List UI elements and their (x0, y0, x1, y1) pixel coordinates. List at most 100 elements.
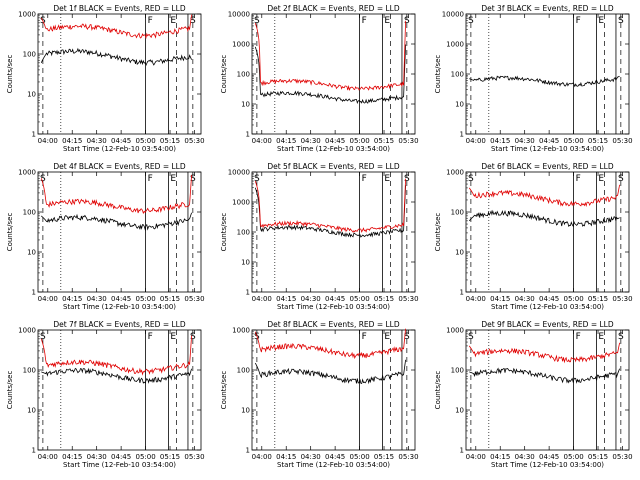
x-tick-label: 05:30 (612, 137, 632, 145)
chart-panel-2: Det 2f BLACK = Events, RED = LLD 1 10 100 10… (220, 4, 419, 153)
x-tick-label: 04:00 (38, 453, 58, 461)
y-tick-label: 10 (27, 249, 36, 257)
marker-label-S-start: S (468, 332, 474, 342)
plot-frame (465, 171, 630, 293)
plot-frame (37, 13, 202, 135)
y-tick-label: 1 (460, 447, 464, 455)
marker-label-F: F (362, 16, 367, 26)
series-line-events (41, 367, 192, 384)
series-line-events (469, 367, 620, 384)
x-tick-label: 04:00 (252, 137, 272, 145)
series-line-events (254, 359, 406, 385)
chart-panel-8: Det 8f BLACK = Events, RED = LLD 1 10 100 10… (220, 320, 419, 469)
y-tick-label: 1 (460, 131, 464, 139)
x-tick-label: 04:30 (515, 137, 535, 145)
x-tick-label: 04:00 (38, 137, 58, 145)
x-tick-label: 05:00 (135, 137, 155, 145)
x-tick-label: 04:45 (539, 137, 559, 145)
x-tick-label: 05:15 (588, 137, 608, 145)
y-tick-label: 1000 (232, 327, 250, 335)
y-tick-label: 100 (451, 367, 464, 375)
chart-panel-7: Det 7f BLACK = Events, RED = LLD 1 10 100 10… (6, 320, 205, 469)
x-tick-label: 05:15 (374, 137, 394, 145)
y-tick-label: 1 (246, 131, 250, 139)
y-tick-label: 1 (246, 289, 250, 297)
x-tick-label: 04:45 (325, 453, 345, 461)
y-tick-label: 10 (27, 91, 36, 99)
y-tick-label: 10 (455, 249, 464, 257)
series-line-lld (254, 20, 406, 92)
x-tick-label: 04:45 (111, 137, 131, 145)
x-tick-label: 04:15 (490, 453, 510, 461)
x-tick-label: 04:15 (62, 137, 82, 145)
y-tick-label: 10 (27, 407, 36, 415)
chart-title: Det 6f BLACK = Events, RED = LLD (481, 162, 614, 171)
marker-label-E: E (170, 16, 176, 26)
marker-label-F: F (576, 332, 581, 342)
y-tick-label: 1000 (18, 11, 36, 19)
x-tick-label: 04:45 (111, 453, 131, 461)
y-tick-label: 10 (241, 259, 250, 267)
x-tick-label: 05:00 (563, 453, 583, 461)
marker-label-F: F (362, 332, 367, 342)
marker-label-S: S (404, 332, 410, 342)
x-tick-label: 05:30 (398, 295, 418, 303)
y-tick-label: 10 (455, 101, 464, 109)
x-axis-label: Start Time (12-Feb-10 03:54:00) (63, 461, 176, 469)
x-tick-label: 05:30 (612, 453, 632, 461)
x-tick-label: 05:15 (160, 453, 180, 461)
x-axis-label: Start Time (12-Feb-10 03:54:00) (277, 145, 390, 153)
x-tick-label: 05:30 (612, 295, 632, 303)
marker-label-S: S (404, 16, 410, 26)
y-tick-label: 10 (455, 407, 464, 415)
marker-label-F: F (576, 174, 581, 184)
series-line-lld (468, 342, 620, 364)
x-tick-label: 04:45 (111, 295, 131, 303)
x-tick-label: 04:15 (490, 137, 510, 145)
y-tick-label: 100 (23, 51, 36, 59)
x-tick-label: 05:30 (398, 137, 418, 145)
x-tick-label: 05:30 (184, 453, 204, 461)
series-line-lld (40, 14, 192, 40)
plot-frame (37, 171, 202, 293)
marker-label-S: S (618, 174, 624, 184)
y-axis-label: Counts/sec (434, 371, 442, 410)
chart-panel-6: Det 6f BLACK = Events, RED = LLD 1 10 100 10… (434, 162, 633, 311)
marker-label-E: E (384, 16, 390, 26)
marker-label-E: E (598, 174, 604, 184)
chart-title: Det 3f BLACK = Events, RED = LLD (481, 4, 614, 13)
x-tick-label: 04:30 (87, 295, 107, 303)
x-tick-label: 04:30 (301, 295, 321, 303)
x-tick-label: 05:15 (160, 137, 180, 145)
y-tick-label: 100 (451, 209, 464, 217)
x-tick-label: 04:00 (252, 295, 272, 303)
series-line-events (469, 75, 620, 88)
marker-label-S-start: S (254, 174, 260, 184)
x-tick-label: 05:00 (349, 295, 369, 303)
x-tick-label: 04:30 (515, 295, 535, 303)
chart-title: Det 8f BLACK = Events, RED = LLD (267, 320, 400, 329)
chart-panel-1: Det 1f BLACK = Events, RED = LLD 1 10 100 10… (6, 4, 205, 153)
marker-label-S-start: S (40, 332, 46, 342)
y-axis-label: Counts/sec (220, 213, 228, 252)
series-line-lld (40, 335, 192, 376)
y-tick-label: 10000 (228, 169, 250, 177)
x-tick-label: 04:00 (38, 295, 58, 303)
y-tick-label: 10 (241, 101, 250, 109)
marker-label-F: F (148, 16, 153, 26)
x-tick-label: 04:30 (87, 137, 107, 145)
marker-label-E: E (384, 174, 390, 184)
y-tick-label: 100 (237, 229, 250, 237)
y-tick-label: 100 (237, 367, 250, 375)
marker-label-S: S (190, 332, 196, 342)
y-tick-label: 1000 (232, 199, 250, 207)
x-tick-label: 05:15 (588, 295, 608, 303)
x-tick-label: 04:30 (301, 137, 321, 145)
series-line-events (254, 44, 406, 104)
chart-title: Det 2f BLACK = Events, RED = LLD (267, 4, 400, 13)
marker-label-E: E (598, 332, 604, 342)
x-tick-label: 04:15 (276, 453, 296, 461)
chart-title: Det 7f BLACK = Events, RED = LLD (53, 320, 186, 329)
x-tick-label: 04:30 (515, 453, 535, 461)
